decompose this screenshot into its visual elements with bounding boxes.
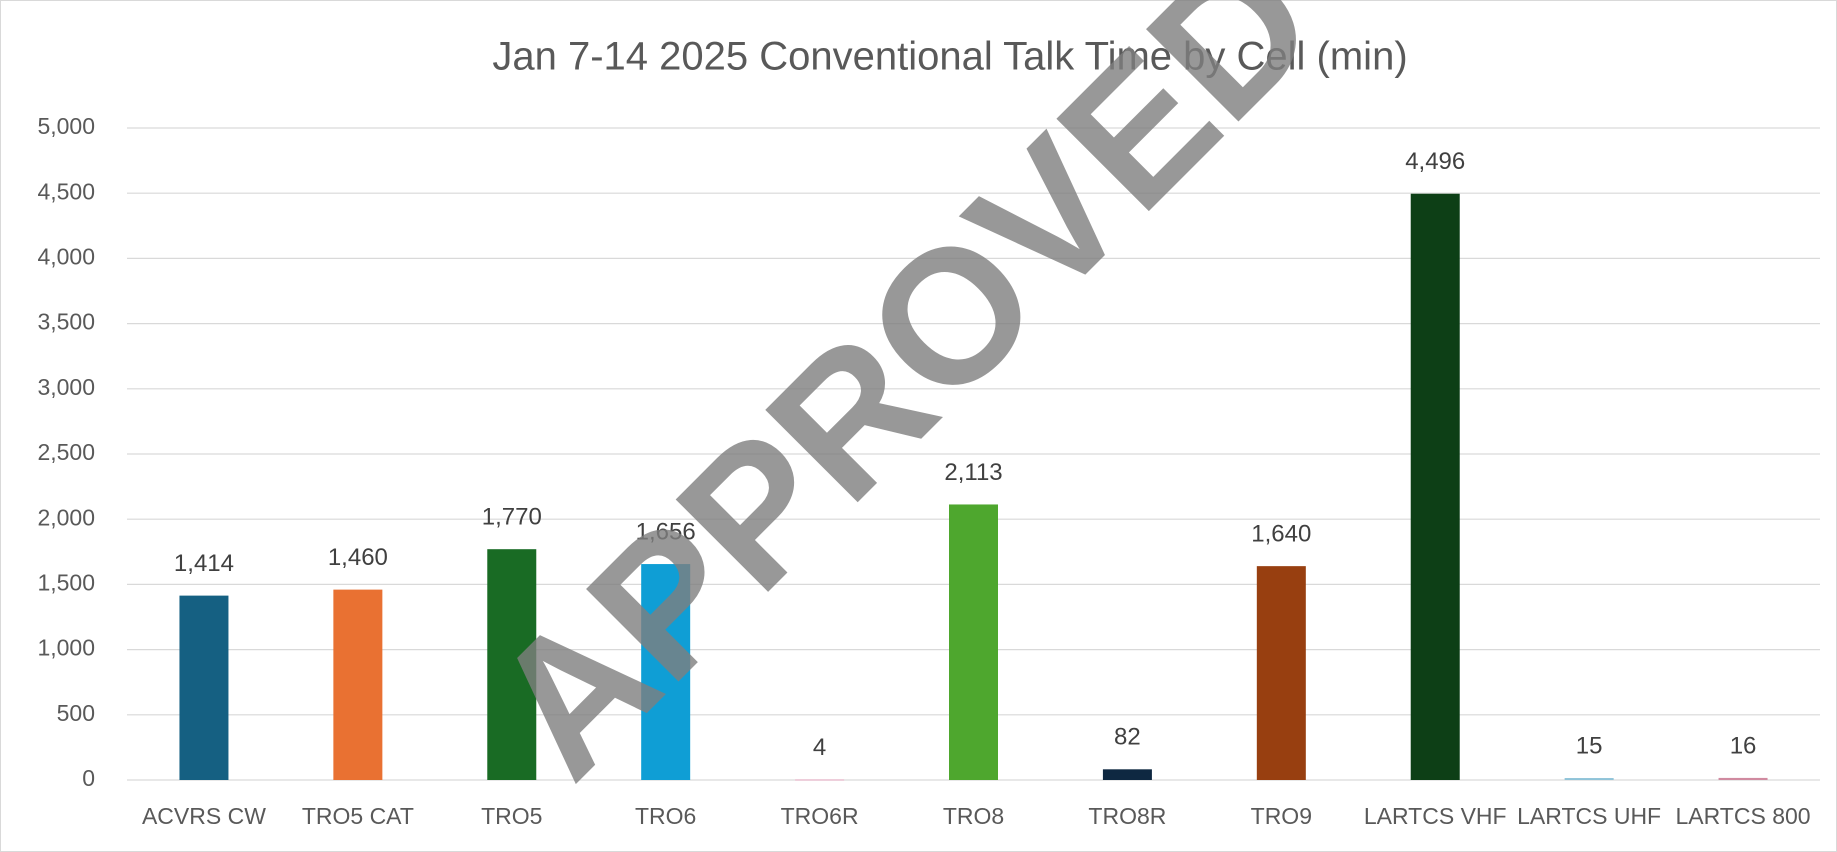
bar <box>1256 566 1306 780</box>
x-tick-label: TRO8R <box>1088 803 1166 829</box>
x-tick-label: TRO8 <box>943 803 1004 829</box>
y-tick-label: 4,500 <box>37 178 95 204</box>
y-tick-label: 2,500 <box>37 439 95 465</box>
data-label: 1,460 <box>328 544 388 571</box>
data-label: 15 <box>1576 732 1603 759</box>
bar <box>487 549 537 780</box>
y-tick-label: 1,000 <box>37 635 95 661</box>
y-tick-label: 2,000 <box>37 504 95 530</box>
y-tick-label: 3,500 <box>37 309 95 335</box>
data-label: 4 <box>813 734 826 761</box>
x-tick-label: TRO5 CAT <box>302 803 414 829</box>
chart-title: Jan 7-14 2025 Conventional Talk Time by … <box>492 35 1407 79</box>
bar <box>949 504 998 780</box>
bar <box>1718 777 1768 780</box>
bar <box>795 779 845 781</box>
data-label: 82 <box>1114 724 1141 751</box>
bar <box>1410 193 1460 780</box>
x-tick-label: LARTCS UHF <box>1517 803 1661 829</box>
plot-area: 0 500 1,000 1,500 2,000 2,500 3,000 3,500 4,000 4… <box>37 113 1820 829</box>
y-tick-label: 1,500 <box>37 569 95 595</box>
data-label: 1,414 <box>174 550 234 577</box>
y-tick-label: 5,000 <box>37 113 95 139</box>
data-label: 4,496 <box>1405 148 1465 175</box>
x-tick-label: TRO6 <box>635 803 696 829</box>
bar <box>179 595 229 780</box>
x-tick-label: LARTCS 800 <box>1675 803 1810 829</box>
data-label: 1,770 <box>482 504 542 531</box>
data-label: 2,113 <box>944 459 1002 486</box>
data-label: 1,640 <box>1251 520 1311 547</box>
x-tick-label: LARTCS VHF <box>1364 803 1507 829</box>
bar <box>1102 769 1152 780</box>
y-tick-label: 4,000 <box>37 243 95 269</box>
data-label: 16 <box>1730 732 1757 759</box>
bar <box>1564 778 1614 780</box>
y-tick-label: 0 <box>82 765 95 791</box>
x-tick-label: TRO5 <box>481 803 542 829</box>
data-label: 1,656 <box>636 518 696 545</box>
bar <box>333 589 383 780</box>
x-tick-label: TRO6R <box>781 803 859 829</box>
x-tick-label: ACVRS CW <box>142 803 266 829</box>
y-tick-label: 3,000 <box>37 374 95 400</box>
y-tick-label: 500 <box>57 700 95 726</box>
bar <box>641 564 691 780</box>
x-tick-label: TRO9 <box>1251 803 1312 829</box>
